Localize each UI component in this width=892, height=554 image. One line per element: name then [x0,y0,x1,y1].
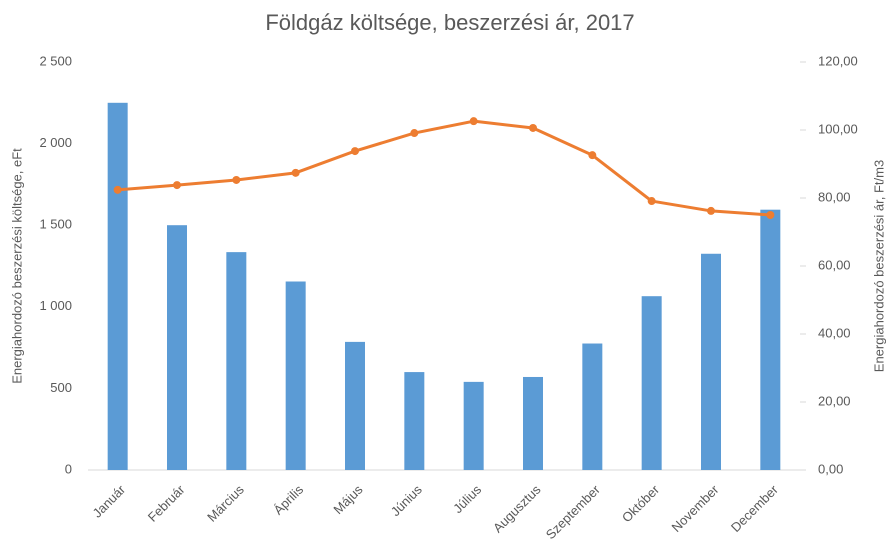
bar [167,225,187,470]
y-tick-label: 500 [50,380,72,395]
y2-tick-label: 120,00 [818,53,858,68]
y2-tick-label: 0,00 [818,461,843,476]
y-tick-label: 1 500 [39,217,72,232]
bar [345,341,365,470]
line-marker [173,181,181,190]
line-marker [113,185,122,194]
bar [523,376,543,470]
bar [285,281,306,470]
bar [641,296,662,470]
y-tick-label: 1 000 [39,298,72,313]
bar [226,252,247,470]
bar [701,253,721,470]
line-marker [588,151,597,160]
y2-tick-label: 20,00 [818,393,851,408]
y-tick-label: 2 000 [39,135,72,150]
y2-tick-label: 80,00 [818,189,851,204]
y2-tick-label: 100,00 [818,121,858,136]
line-marker [410,129,419,138]
line-marker [232,175,241,184]
y-tick-label: 0 [65,461,72,476]
line [117,119,771,217]
y-tick-label: 2 500 [39,53,72,68]
line-marker [529,123,537,132]
line-marker [291,168,300,177]
line-marker [469,117,478,126]
y2-tick-label: 40,00 [818,325,851,340]
chart-title: Földgáz költsége, beszerzési ár, 2017 [265,10,634,35]
line-marker [707,206,715,215]
bar [404,372,425,470]
y2-axis-label: Energiahordozó beszerzési ár, Ft/m3 [871,160,886,372]
line-marker [647,197,656,206]
line-marker [351,147,359,156]
bar [463,381,484,470]
y-axis-label: Energiahordozó beszerzési költsége, eFt [9,148,24,384]
bar [107,102,128,471]
line-marker [766,211,775,219]
bar [760,209,781,471]
bar [582,343,603,470]
y2-tick-label: 60,00 [818,257,851,272]
